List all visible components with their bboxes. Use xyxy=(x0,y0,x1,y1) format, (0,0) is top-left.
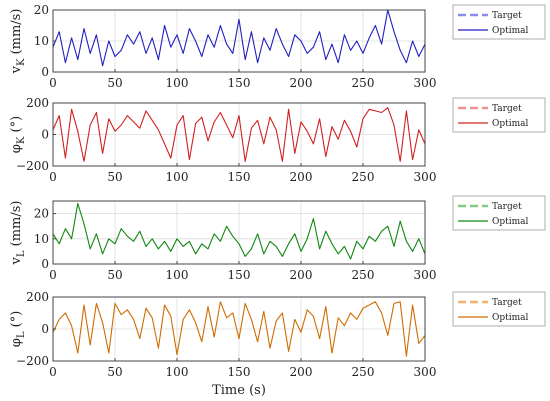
x-tick-label: 50 xyxy=(107,268,122,282)
x-tick-label: 250 xyxy=(352,170,375,184)
series-line-optimal xyxy=(52,301,426,357)
x-tick-label: 50 xyxy=(107,170,122,184)
legend-label-optimal: Optimal xyxy=(492,119,529,129)
y-tick-label: 200 xyxy=(26,96,49,110)
x-tick-label: 100 xyxy=(166,170,189,184)
y-tick-label: 200 xyxy=(26,290,49,304)
x-tick-label: 150 xyxy=(228,76,251,90)
series-line-optimal xyxy=(52,107,426,162)
x-tick-label: 150 xyxy=(228,365,251,379)
x-tick-label: 200 xyxy=(290,170,313,184)
x-tick-label: 300 xyxy=(414,365,437,379)
y-axis-label: φK (°) xyxy=(9,116,27,153)
y-tick-label: 0 xyxy=(41,322,49,336)
legend: Target Optimal xyxy=(452,291,546,327)
legend-box xyxy=(452,195,546,231)
series-line-optimal xyxy=(52,202,426,260)
y-tick-label: 10 xyxy=(34,232,49,246)
y-tick-label: −200 xyxy=(16,354,49,368)
legend-box xyxy=(452,291,546,327)
legend: Target Optimal xyxy=(452,195,546,231)
x-tick-label: 50 xyxy=(107,76,122,90)
x-tick-label: 0 xyxy=(49,268,57,282)
y-axis-label: vK (mm/s) xyxy=(9,9,27,75)
x-tick-label: 0 xyxy=(49,76,57,90)
x-tick-label: 250 xyxy=(352,76,375,90)
legend: Target Optimal xyxy=(452,97,546,133)
x-tick-label: 150 xyxy=(228,170,251,184)
x-tick-label: 200 xyxy=(290,76,313,90)
x-tick-label: 0 xyxy=(49,365,57,379)
x-tick-label: 250 xyxy=(352,268,375,282)
y-axis-label: φL (°) xyxy=(9,311,27,348)
x-axis-label: Time (s) xyxy=(212,383,266,398)
legend-label-optimal: Optimal xyxy=(492,217,529,227)
y-tick-label: −200 xyxy=(16,159,49,173)
panel-3: 0 50 100 150 200 250 300 0 10 20 vL (mm/s) Target Op… xyxy=(9,195,546,282)
legend-label-optimal: Optimal xyxy=(492,26,529,36)
x-tick-label: 300 xyxy=(414,76,437,90)
x-tick-label: 250 xyxy=(352,365,375,379)
y-axis-label: vL (mm/s) xyxy=(9,201,27,266)
y-tick-label: 10 xyxy=(34,34,49,48)
y-tick-label: 0 xyxy=(41,128,49,142)
panel-1: 0 50 100 150 200 250 300 0 10 20 vK (mm/s) Target Op… xyxy=(9,3,546,90)
legend-box xyxy=(452,97,546,133)
x-tick-label: 300 xyxy=(414,170,437,184)
x-tick-label: 50 xyxy=(107,365,122,379)
legend-label-target: Target xyxy=(492,202,522,212)
legend: Target Optimal xyxy=(452,4,546,40)
y-tick-label: 20 xyxy=(34,3,49,17)
legend-label-optimal: Optimal xyxy=(492,313,529,323)
x-tick-label: 200 xyxy=(290,365,313,379)
x-tick-label: 150 xyxy=(228,268,251,282)
series-line-optimal xyxy=(52,9,426,67)
y-tick-label: 0 xyxy=(41,65,49,79)
legend-label-target: Target xyxy=(492,11,522,21)
x-tick-label: 300 xyxy=(414,268,437,282)
x-tick-label: 0 xyxy=(49,170,57,184)
y-tick-label: 0 xyxy=(41,257,49,271)
legend-label-target: Target xyxy=(492,104,522,114)
x-tick-label: 100 xyxy=(166,268,189,282)
x-tick-label: 200 xyxy=(290,268,313,282)
x-tick-label: 100 xyxy=(166,76,189,90)
legend-label-target: Target xyxy=(492,298,522,308)
legend-box xyxy=(452,4,546,40)
x-tick-label: 100 xyxy=(166,365,189,379)
y-tick-label: 20 xyxy=(34,207,49,221)
